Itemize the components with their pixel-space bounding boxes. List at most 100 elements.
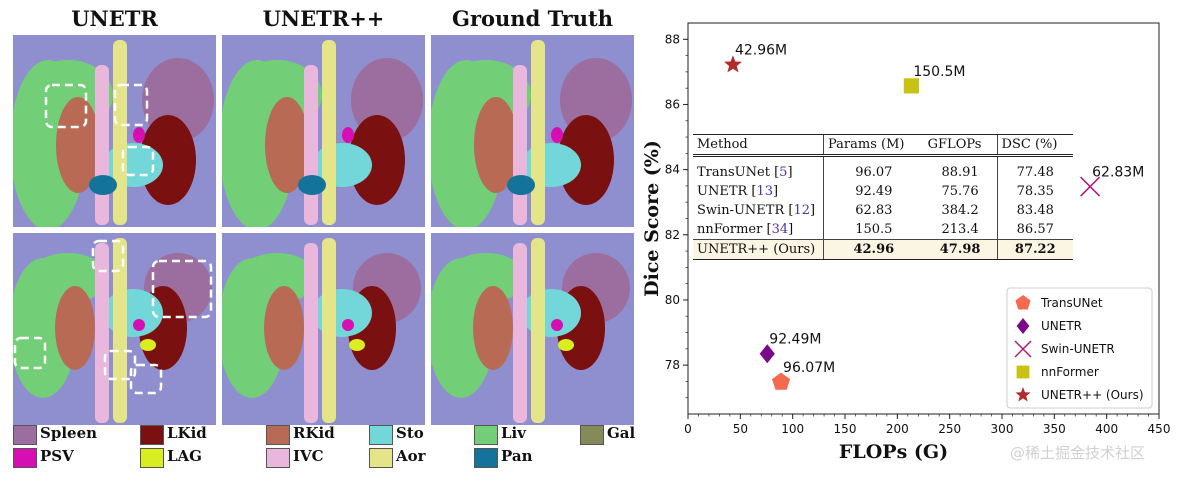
- y-axis-title: Dice Score (%): [641, 140, 663, 297]
- legend-swatch: [13, 448, 37, 468]
- table-header-gflops: GFLOPs: [923, 134, 998, 157]
- legend-entry: UNETR++ (Ours): [1041, 388, 1144, 402]
- table-cell-method: Swin-UNETR [12]: [697, 203, 816, 218]
- table-row: TransUNet [5] 96.07 88.91 77.48: [693, 155, 1073, 182]
- table-cell-method: UNETR [13]: [697, 184, 779, 199]
- segmentation-tile: [431, 233, 634, 425]
- table-cell-dsc: 86.57: [996, 220, 1073, 240]
- table-header-params: Params (M): [822, 134, 924, 157]
- comparison-table: Method Params (M) GFLOPs DSC (%) TransUN…: [693, 134, 1073, 276]
- segmentation-tile: [431, 35, 634, 227]
- table-cell-params: 92.49: [822, 182, 924, 201]
- column-title-ground-truth: Ground Truth: [452, 6, 613, 31]
- legend-swatch: [369, 425, 393, 445]
- segmentation-tile: [222, 35, 425, 227]
- legend-entry: Swin-UNETR: [1041, 342, 1115, 356]
- legend-marker: [1015, 295, 1031, 310]
- x-tick-label: 450: [1148, 422, 1171, 436]
- citation-link[interactable]: 12: [793, 203, 811, 218]
- legend-swatch: [369, 448, 393, 468]
- citation-link[interactable]: 34: [771, 222, 789, 237]
- table-row: nnFormer [34] 150.5 213.4 86.57: [693, 220, 1073, 240]
- table-header-dsc: DSC (%): [996, 134, 1073, 157]
- column-title-unetr: UNETR: [71, 6, 158, 31]
- legend-label: RKid: [293, 424, 335, 442]
- x-tick-label: 0: [684, 422, 692, 436]
- column-title-unetrpp: UNETR++: [262, 6, 385, 31]
- watermark: @稀土掘金技术社区: [1010, 444, 1146, 462]
- table-ours-method: UNETR++ (Ours): [693, 239, 824, 260]
- data-point: [1080, 176, 1101, 197]
- legend-marker: [1014, 340, 1032, 358]
- x-tick-label: 150: [834, 422, 857, 436]
- table-header-method: Method: [693, 134, 824, 157]
- legend-entry: TransUNet: [1040, 296, 1103, 310]
- data-point: [723, 55, 742, 73]
- table-row: UNETR [13] 92.49 75.76 78.35: [693, 182, 1073, 201]
- table-ours-gflops: 47.98: [923, 239, 998, 260]
- table-cell-method: TransUNet [5]: [697, 165, 793, 180]
- legend-swatch: [474, 425, 498, 445]
- legend-label: LKid: [167, 424, 207, 442]
- table-cell-method: nnFormer [34]: [697, 222, 794, 237]
- legend-entry: UNETR: [1041, 319, 1082, 333]
- x-tick-label: 100: [781, 422, 804, 436]
- segmentation-tile: [222, 233, 425, 425]
- table-ours-dsc: 87.22: [996, 239, 1073, 260]
- legend-label: Aor: [396, 447, 426, 465]
- x-axis-title: FLOPs (G): [839, 441, 948, 463]
- legend-label: Liv: [501, 424, 526, 442]
- chart-legend: [1006, 287, 1153, 409]
- table-cell-params: 62.83: [822, 201, 924, 220]
- legend-label: Gal: [607, 424, 636, 442]
- table-cell-params: 96.07: [822, 155, 924, 182]
- segmentation-tile: [13, 233, 216, 425]
- table-cell-gflops: 384.2: [941, 203, 979, 218]
- y-tick-label: 88: [665, 32, 680, 46]
- data-point-label: 96.07M: [783, 360, 835, 376]
- table-cell-gflops: 75.76: [941, 184, 979, 199]
- legend-swatch: [13, 425, 37, 445]
- legend-swatch: [140, 425, 164, 445]
- y-tick-label: 80: [665, 293, 680, 307]
- table-cell-dsc: 78.35: [996, 182, 1073, 201]
- legend-swatch: [474, 448, 498, 468]
- legend-label: PSV: [40, 447, 74, 465]
- legend-marker: [1016, 318, 1030, 334]
- table-cell-params: 150.5: [822, 220, 924, 240]
- data-point-label: 150.5M: [913, 64, 965, 80]
- legend-label: IVC: [293, 447, 324, 465]
- data-point-label: 42.96M: [735, 43, 787, 59]
- citation-link[interactable]: 13: [756, 184, 774, 199]
- data-point: [903, 78, 919, 94]
- x-tick-label: 300: [991, 422, 1014, 436]
- y-tick-label: 84: [665, 163, 680, 177]
- data-point-label: 62.83M: [1092, 165, 1144, 181]
- legend-label: Spleen: [40, 424, 98, 442]
- table-ours-params: 42.96: [822, 239, 924, 260]
- table-cell-dsc: 83.48: [996, 201, 1073, 220]
- legend-label: Sto: [396, 424, 424, 442]
- legend-swatch: [266, 448, 290, 468]
- y-tick-label: 82: [665, 228, 680, 242]
- x-tick-label: 400: [1095, 422, 1118, 436]
- legend-swatch: [580, 425, 604, 445]
- y-tick-label: 86: [665, 97, 680, 111]
- legend-label: Pan: [501, 447, 533, 465]
- x-tick-label: 50: [733, 422, 748, 436]
- legend-marker: [1015, 387, 1031, 402]
- x-tick-label: 250: [938, 422, 961, 436]
- legend-swatch: [140, 448, 164, 468]
- legend-label: LAG: [167, 447, 202, 465]
- x-tick-label: 200: [886, 422, 909, 436]
- x-tick-label: 350: [1043, 422, 1066, 436]
- table-cell-gflops: 213.4: [941, 222, 979, 237]
- table-row: Swin-UNETR [12] 62.83 384.2 83.48: [693, 201, 1073, 220]
- data-point: [759, 344, 775, 364]
- table-cell-gflops: 88.91: [941, 165, 979, 180]
- legend-swatch: [266, 425, 290, 445]
- legend-entry: nnFormer: [1041, 365, 1099, 379]
- table-cell-dsc: 77.48: [996, 155, 1073, 182]
- citation-link[interactable]: 5: [779, 165, 788, 180]
- legend-marker: [1016, 365, 1030, 379]
